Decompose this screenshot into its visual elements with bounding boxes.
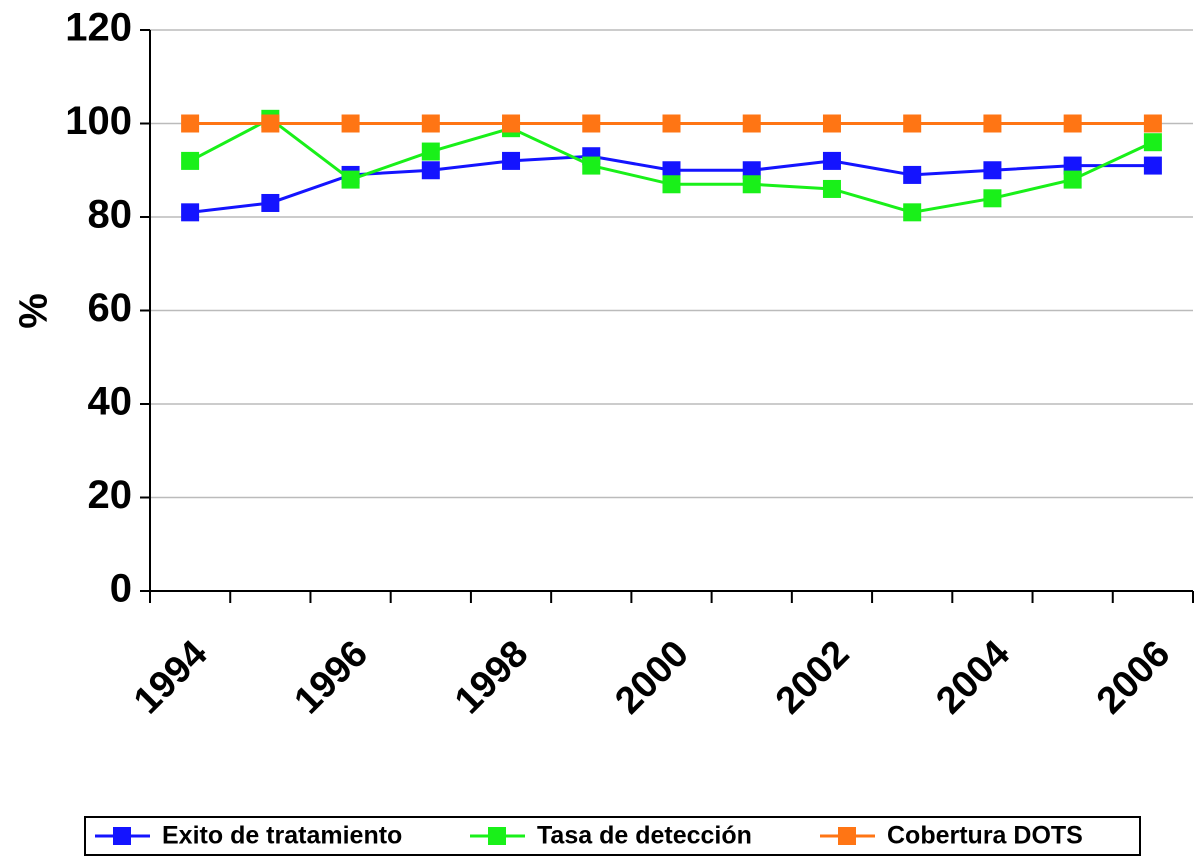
y-tick-label: 40 (88, 380, 133, 424)
marker (983, 189, 1002, 208)
y-tick-label: 60 (88, 286, 133, 330)
marker (421, 161, 440, 180)
marker (1063, 114, 1082, 133)
y-axis-label: % (12, 293, 56, 329)
marker (261, 193, 280, 212)
marker (341, 170, 360, 189)
x-tick-label: 2000 (607, 633, 696, 722)
marker (742, 114, 761, 133)
marker (983, 114, 1002, 133)
legend-marker (488, 827, 506, 845)
x-tick-label: 2006 (1089, 633, 1178, 722)
marker (1143, 133, 1162, 152)
marker (903, 203, 922, 222)
marker (1143, 156, 1162, 175)
marker (421, 114, 440, 133)
legend-marker (838, 827, 856, 845)
legend-label: Cobertura DOTS (887, 822, 1083, 850)
marker (1063, 156, 1082, 175)
x-tick-label: 2004 (928, 633, 1017, 722)
legend-marker (113, 827, 131, 845)
y-tick-label: 100 (65, 99, 132, 143)
y-tick-label: 0 (110, 567, 132, 611)
marker (662, 175, 681, 194)
marker (662, 161, 681, 180)
marker (421, 142, 440, 161)
marker (983, 161, 1002, 180)
x-tick-label: 2002 (768, 633, 857, 722)
marker (742, 161, 761, 180)
x-tick-label: 1998 (447, 633, 536, 722)
marker (903, 114, 922, 133)
marker (822, 179, 841, 198)
marker (662, 114, 681, 133)
marker (822, 151, 841, 170)
y-tick-label: 120 (65, 6, 132, 50)
x-tick-label: 1994 (126, 633, 215, 722)
marker (502, 114, 521, 133)
legend-box (84, 816, 1141, 856)
legend-label: Exito de tratamiento (162, 822, 402, 850)
x-tick-label: 1996 (287, 633, 376, 722)
marker (341, 114, 360, 133)
marker (1063, 170, 1082, 189)
marker (742, 175, 761, 194)
marker (261, 114, 280, 133)
marker (181, 114, 200, 133)
marker (1143, 114, 1162, 133)
legend-label: Tasa de detección (537, 822, 752, 850)
marker (502, 151, 521, 170)
marker (822, 114, 841, 133)
marker (181, 203, 200, 222)
marker (181, 151, 200, 170)
marker (903, 165, 922, 184)
y-tick-label: 80 (88, 193, 133, 237)
marker (582, 156, 601, 175)
marker (582, 114, 601, 133)
y-tick-label: 20 (88, 473, 133, 517)
